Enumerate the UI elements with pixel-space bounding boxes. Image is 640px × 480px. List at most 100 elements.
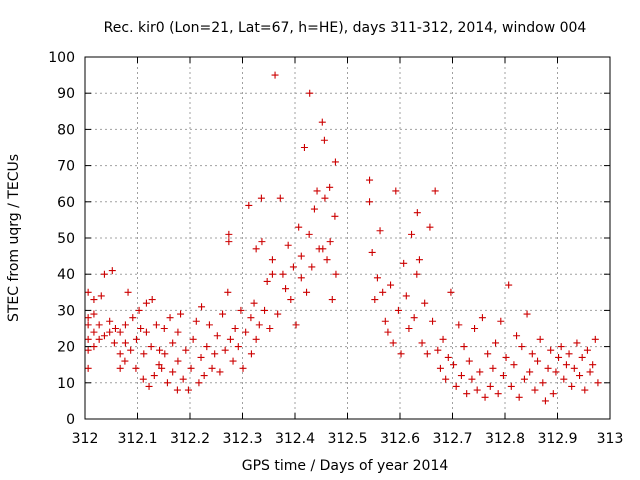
data-point [410, 314, 418, 322]
data-point [568, 382, 576, 390]
x-tick-label: 312.1 [117, 431, 157, 447]
data-point [158, 364, 166, 372]
data-point [447, 288, 455, 296]
data-point [578, 353, 586, 361]
data-point [90, 310, 98, 318]
data-point [84, 321, 92, 329]
data-point [310, 205, 318, 213]
data-point [166, 314, 174, 322]
data-point [555, 353, 563, 361]
data-point [155, 361, 163, 369]
data-point [276, 194, 284, 202]
data-point [226, 335, 234, 343]
data-point [421, 299, 429, 307]
data-point [544, 364, 552, 372]
data-point [381, 317, 389, 325]
data-point [481, 393, 489, 401]
data-point [366, 198, 374, 206]
data-point [179, 375, 187, 383]
data-point [142, 299, 150, 307]
data-point [415, 256, 423, 264]
data-point [197, 353, 205, 361]
data-point [465, 357, 473, 365]
data-point [526, 368, 534, 376]
data-point [510, 361, 518, 369]
data-point [305, 230, 313, 238]
data-point [489, 364, 497, 372]
data-point [225, 238, 233, 246]
data-point [239, 364, 247, 372]
data-point [169, 368, 177, 376]
data-point [150, 372, 158, 380]
data-point [297, 274, 305, 282]
data-point [198, 303, 206, 311]
data-point [499, 372, 507, 380]
chart-title: Rec. kir0 (Lon=21, Lat=67, h=HE), days 3… [104, 20, 587, 36]
data-point [476, 368, 484, 376]
data-point [156, 346, 164, 354]
data-point [539, 379, 547, 387]
data-point [463, 390, 471, 398]
data-point [219, 310, 227, 318]
data-point [255, 321, 263, 329]
data-point [297, 252, 305, 260]
data-point [195, 379, 203, 387]
data-point [332, 270, 340, 278]
data-point [132, 335, 140, 343]
x-tick-label: 312.8 [485, 431, 525, 447]
data-point [457, 372, 465, 380]
data-point [319, 245, 327, 253]
data-point [523, 310, 531, 318]
data-point [594, 379, 602, 387]
data-point [200, 372, 208, 380]
data-point [100, 332, 108, 340]
data-point [90, 343, 98, 351]
x-tick-labels: 312 312.1 312.2 312.3 312.4 312.5 312.6 312.7 31… [72, 431, 624, 447]
data-point [387, 281, 395, 289]
data-point [478, 314, 486, 322]
data-point [148, 296, 156, 304]
data-point [145, 382, 153, 390]
data-point [231, 325, 239, 332]
data-point [257, 194, 265, 202]
data-point [507, 382, 515, 390]
data-point [557, 343, 565, 351]
x-tick-label: 313 [597, 431, 624, 447]
data-point [289, 263, 297, 271]
data-point [111, 325, 119, 332]
data-point [434, 346, 442, 354]
data-point [121, 321, 129, 329]
data-point [426, 223, 434, 231]
data-point [211, 350, 219, 358]
data-point [452, 382, 460, 390]
data-point [591, 335, 599, 343]
y-tick-label: 30 [57, 303, 75, 319]
data-point [583, 346, 591, 354]
data-point [174, 357, 182, 365]
data-point [492, 339, 500, 347]
data-point [147, 343, 155, 351]
x-tick-label: 312.4 [275, 431, 315, 447]
data-point [320, 136, 328, 144]
y-tick-label: 20 [57, 340, 75, 356]
data-point [460, 343, 468, 351]
data-point [331, 212, 339, 220]
y-tick-label: 10 [57, 376, 75, 392]
data-point [247, 314, 255, 322]
data-point [486, 382, 494, 390]
data-point [400, 259, 408, 267]
data-point [541, 397, 549, 405]
data-point [245, 201, 253, 209]
data-point [581, 386, 589, 394]
y-tick-labels: 0 10 20 30 40 50 60 70 80 90 100 [48, 50, 75, 428]
data-point [371, 296, 379, 304]
y-tick-label: 70 [57, 159, 75, 175]
data-point [331, 158, 339, 166]
data-point [205, 321, 213, 329]
data-point [108, 267, 116, 275]
data-point [173, 386, 181, 394]
data-point [565, 350, 573, 358]
data-point [418, 339, 426, 347]
data-point [520, 375, 528, 383]
data-point [518, 343, 526, 351]
